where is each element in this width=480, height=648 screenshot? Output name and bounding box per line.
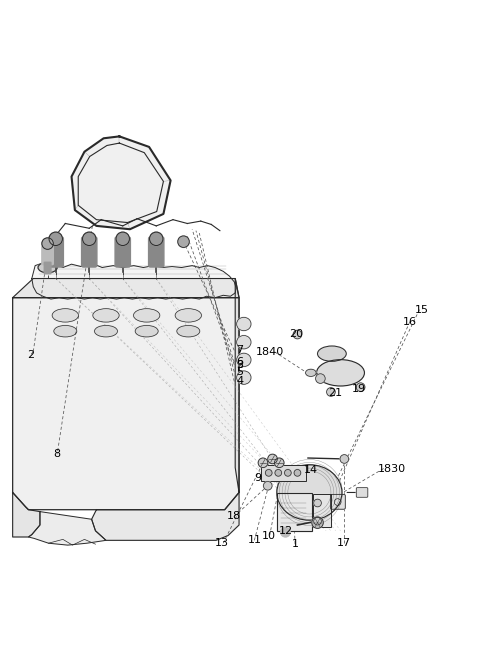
Text: 8: 8 — [54, 449, 61, 459]
Ellipse shape — [54, 325, 77, 337]
FancyBboxPatch shape — [313, 494, 331, 527]
Text: 3: 3 — [237, 360, 243, 369]
Circle shape — [294, 470, 301, 476]
Polygon shape — [92, 492, 239, 540]
Text: 20: 20 — [289, 329, 303, 338]
Text: 1830: 1830 — [378, 463, 406, 474]
Ellipse shape — [237, 318, 251, 330]
Circle shape — [356, 383, 365, 391]
Ellipse shape — [277, 465, 342, 520]
Circle shape — [265, 470, 272, 476]
Polygon shape — [32, 262, 236, 299]
FancyBboxPatch shape — [48, 237, 63, 267]
Ellipse shape — [38, 262, 57, 273]
FancyBboxPatch shape — [277, 493, 312, 531]
Text: 6: 6 — [237, 357, 243, 367]
Ellipse shape — [175, 308, 202, 322]
FancyBboxPatch shape — [115, 237, 131, 267]
Ellipse shape — [93, 308, 119, 322]
FancyBboxPatch shape — [330, 494, 345, 509]
FancyBboxPatch shape — [356, 488, 368, 497]
Circle shape — [178, 236, 189, 248]
Text: 1840: 1840 — [255, 347, 284, 357]
Ellipse shape — [177, 325, 200, 337]
Text: 10: 10 — [262, 531, 276, 540]
Circle shape — [42, 238, 53, 249]
Circle shape — [314, 499, 322, 507]
Circle shape — [340, 455, 348, 463]
Ellipse shape — [52, 308, 78, 322]
Polygon shape — [72, 136, 170, 229]
Ellipse shape — [237, 353, 251, 367]
Polygon shape — [12, 279, 239, 297]
Polygon shape — [12, 492, 40, 537]
FancyBboxPatch shape — [82, 237, 97, 267]
Ellipse shape — [237, 371, 251, 384]
Circle shape — [285, 470, 291, 476]
Circle shape — [281, 527, 290, 537]
Text: 1: 1 — [291, 539, 299, 549]
Circle shape — [275, 458, 284, 468]
FancyBboxPatch shape — [42, 246, 53, 264]
Text: 5: 5 — [237, 367, 243, 377]
Ellipse shape — [133, 308, 160, 322]
Text: 15: 15 — [415, 305, 429, 315]
Text: 21: 21 — [328, 388, 342, 399]
Polygon shape — [12, 297, 239, 510]
Ellipse shape — [237, 336, 251, 349]
Text: 12: 12 — [278, 526, 292, 536]
Text: 9: 9 — [254, 473, 262, 483]
Ellipse shape — [317, 360, 364, 386]
Circle shape — [312, 517, 323, 528]
Circle shape — [258, 458, 268, 468]
Circle shape — [268, 454, 277, 464]
Wedge shape — [310, 473, 328, 512]
Polygon shape — [235, 279, 239, 492]
Circle shape — [314, 517, 322, 525]
Text: 17: 17 — [337, 538, 351, 548]
Text: 11: 11 — [247, 535, 261, 546]
Circle shape — [49, 232, 62, 246]
Circle shape — [150, 232, 163, 246]
Circle shape — [293, 330, 302, 339]
Circle shape — [316, 374, 325, 384]
Ellipse shape — [135, 325, 158, 337]
Text: 18: 18 — [227, 511, 241, 522]
Circle shape — [264, 481, 272, 490]
Text: 16: 16 — [403, 317, 417, 327]
Text: 2: 2 — [27, 350, 34, 360]
Text: 4: 4 — [237, 376, 243, 386]
FancyBboxPatch shape — [149, 237, 164, 267]
FancyBboxPatch shape — [44, 262, 51, 273]
Circle shape — [83, 232, 96, 246]
Circle shape — [326, 388, 335, 397]
Text: 7: 7 — [237, 345, 243, 355]
FancyBboxPatch shape — [261, 465, 306, 481]
Circle shape — [116, 232, 130, 246]
Ellipse shape — [306, 369, 316, 376]
Polygon shape — [28, 512, 106, 545]
Text: 14: 14 — [304, 465, 318, 475]
Text: 13: 13 — [216, 538, 229, 548]
Ellipse shape — [318, 346, 346, 362]
Ellipse shape — [95, 325, 118, 337]
Text: 19: 19 — [352, 384, 366, 393]
Circle shape — [275, 470, 282, 476]
